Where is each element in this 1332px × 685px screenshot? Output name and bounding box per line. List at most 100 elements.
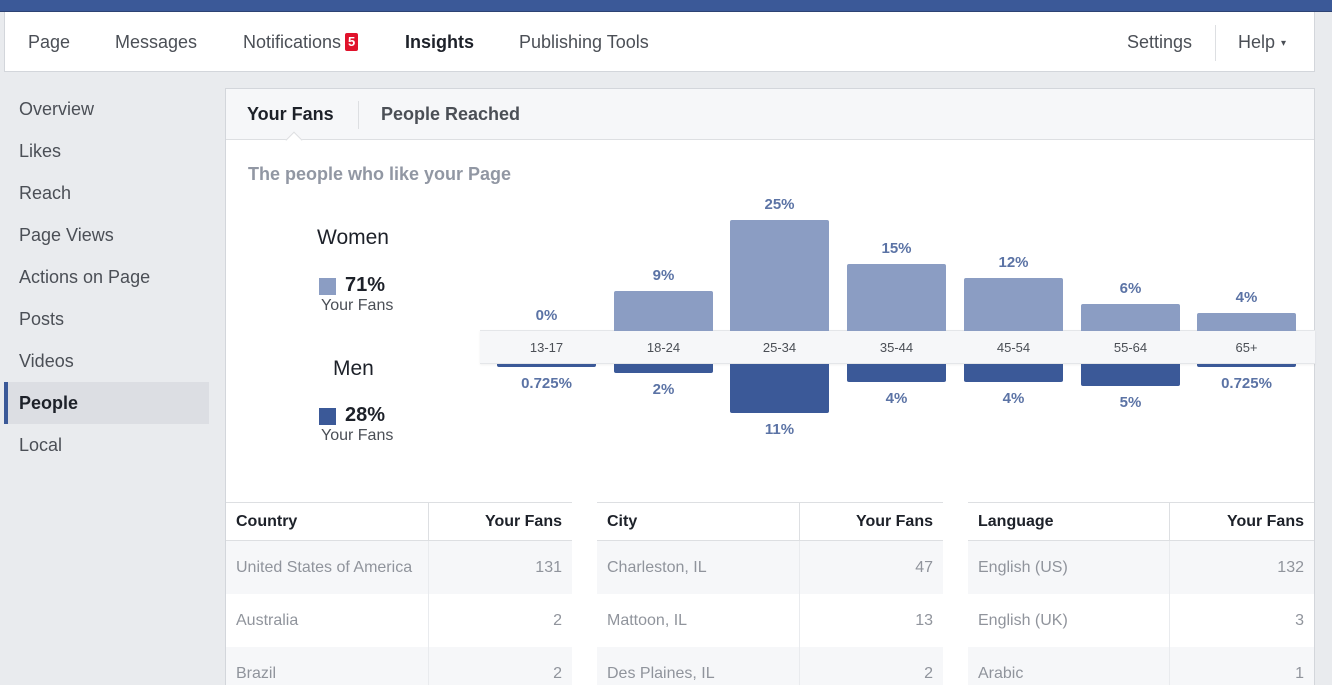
table-row[interactable]: Des Plaines, IL 2 [597, 647, 943, 685]
women-bar-55-64[interactable] [1081, 304, 1180, 331]
nav-divider [1215, 25, 1216, 61]
row-name: Mattoon, IL [607, 612, 688, 629]
women-pct-label-55-64: 6% [1119, 280, 1142, 298]
row-value: 2 [553, 665, 562, 682]
row-name: Australia [236, 612, 299, 629]
tab-people-reached[interactable]: People Reached [381, 104, 521, 124]
nav-help-label: Help [1238, 32, 1276, 52]
women-pct-label-45-54: 12% [998, 253, 1029, 271]
sidebar-item-videos[interactable]: Videos [19, 351, 74, 371]
row-value: 131 [535, 559, 562, 576]
table-row[interactable]: English (US) 132 [968, 541, 1314, 594]
women-pct-label-25-34: 25% [764, 196, 795, 213]
table-row[interactable]: Charleston, IL 47 [597, 541, 943, 594]
page-navigation-bar: Page Messages Notifications 5 Insights Pu… [4, 12, 1315, 72]
tab-your-fans[interactable]: Your Fans [247, 104, 334, 124]
table-row[interactable]: Brazil 2 [226, 647, 572, 685]
age-label-18-24: 18-24 [646, 340, 681, 355]
men-bar-65-plus[interactable] [1197, 364, 1296, 368]
column-header-city[interactable]: City [607, 513, 638, 530]
country-table: Country Your Fans United States of Ameri… [226, 502, 572, 685]
sidebar-item-page-views[interactable]: Page Views [19, 225, 114, 245]
women-pct-label-65-plus: 4% [1235, 289, 1258, 307]
table-row[interactable]: English (UK) 3 [968, 594, 1314, 647]
cell-divider [1169, 647, 1170, 685]
table-row[interactable]: Mattoon, IL 13 [597, 594, 943, 647]
column-divider [1169, 503, 1170, 541]
cell-divider [799, 594, 800, 647]
section-title: The people who like your Page [248, 164, 512, 184]
table-row[interactable]: Arabic 1 [968, 647, 1314, 685]
women-legend-swatch [319, 278, 336, 295]
table-header: Country Your Fans [226, 502, 572, 541]
row-value: 47 [915, 559, 933, 576]
sidebar-item-local[interactable]: Local [19, 435, 63, 455]
sidebar-item-reach[interactable]: Reach [19, 183, 72, 203]
sidebar-item-people[interactable]: People [4, 382, 209, 424]
cell-divider [799, 541, 800, 594]
nav-insights[interactable]: Insights [405, 32, 475, 52]
sidebar-item-overview[interactable]: Overview [19, 99, 95, 119]
row-name: United States of America [236, 559, 413, 576]
chevron-down-icon: ▾ [1281, 38, 1287, 49]
row-name: English (UK) [978, 612, 1068, 629]
men-bar-13-17[interactable] [497, 364, 596, 368]
age-label-55-64: 55-64 [1113, 340, 1148, 355]
men-pct-label-65-plus: 0.725% [1221, 375, 1272, 393]
women-percentage: 71% [345, 274, 386, 296]
nav-notifications[interactable]: Notifications 5 [243, 12, 359, 72]
nav-messages[interactable]: Messages [115, 32, 198, 52]
row-value: 3 [1295, 612, 1304, 629]
cell-divider [1169, 594, 1170, 647]
sidebar-item-posts[interactable]: Posts [19, 309, 65, 329]
men-bar-45-54[interactable] [964, 364, 1063, 382]
row-name: Brazil [236, 665, 277, 682]
women-bar-25-34[interactable] [730, 220, 829, 331]
sidebar-item-likes[interactable]: Likes [19, 141, 62, 161]
women-bar-18-24[interactable] [614, 291, 713, 331]
row-value: 2 [553, 612, 562, 629]
nav-publishing-tools[interactable]: Publishing Tools [519, 32, 649, 52]
column-header-your-fans[interactable]: Your Fans [484, 513, 562, 530]
column-header-your-fans[interactable]: Your Fans [855, 513, 933, 530]
men-percentage: 28% [345, 404, 386, 426]
language-table: Language Your Fans English (US) 132 Engl… [968, 502, 1314, 685]
women-bar-35-44[interactable] [847, 264, 946, 331]
row-value: 13 [915, 612, 933, 629]
top-blue-bar [0, 0, 1332, 12]
women-bar-45-54[interactable] [964, 277, 1063, 331]
men-bar-25-34[interactable] [730, 364, 829, 413]
insights-sidebar: Overview Likes Reach Page Views Actions … [4, 88, 209, 466]
row-name: Arabic [978, 665, 1024, 682]
men-pct-label-55-64: 5% [1119, 394, 1142, 412]
column-header-your-fans[interactable]: Your Fans [1226, 513, 1304, 530]
nav-settings[interactable]: Settings [1127, 32, 1193, 52]
women-title: Women [317, 226, 389, 249]
age-label-25-34: 25-34 [762, 340, 797, 355]
nav-page[interactable]: Page [28, 32, 71, 52]
women-pct-label-35-44: 15% [881, 240, 912, 258]
table-row[interactable]: United States of America 131 [226, 541, 572, 594]
row-value: 132 [1277, 559, 1304, 576]
men-bar-35-44[interactable] [847, 364, 946, 382]
table-header: City Your Fans [597, 502, 943, 541]
column-divider [799, 503, 800, 541]
men-pct-label-35-44: 4% [885, 389, 908, 407]
notifications-badge: 5 [345, 33, 359, 51]
men-pct-label-18-24: 2% [652, 380, 675, 398]
table-header: Language Your Fans [968, 502, 1314, 541]
women-bar-65-plus[interactable] [1197, 313, 1296, 331]
age-label-65-plus: 65+ [1235, 340, 1258, 355]
men-bar-55-64[interactable] [1081, 364, 1180, 387]
sidebar-item-actions-on-page[interactable]: Actions on Page [19, 267, 151, 287]
men-bar-18-24[interactable] [614, 364, 713, 373]
table-row[interactable]: Australia 2 [226, 594, 572, 647]
cell-divider [428, 594, 429, 647]
row-name: Des Plaines, IL [607, 665, 715, 682]
women-pct-label-18-24: 9% [652, 267, 675, 285]
nav-help[interactable]: Help ▾ [1238, 12, 1286, 72]
age-label-35-44: 35-44 [879, 340, 914, 355]
cell-divider [1169, 541, 1170, 594]
column-header-country[interactable]: Country [236, 513, 298, 530]
column-header-language[interactable]: Language [978, 513, 1054, 530]
